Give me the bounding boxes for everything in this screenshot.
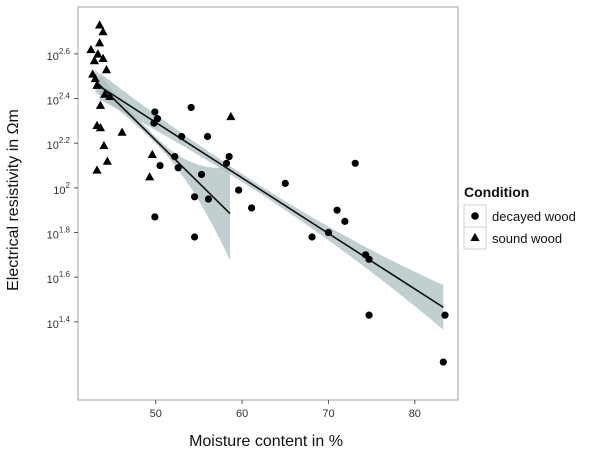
y-tick-label: 101.6 xyxy=(47,270,71,286)
y-tick-label: 101.4 xyxy=(47,315,71,331)
point-decayed-wood xyxy=(441,311,449,319)
x-tick-label: 70 xyxy=(322,408,334,420)
point-decayed-wood xyxy=(197,170,206,179)
point-sound-wood xyxy=(86,44,96,54)
confidence-bands xyxy=(95,69,444,330)
point-sound-wood xyxy=(102,156,112,165)
point-decayed-wood xyxy=(235,186,243,194)
regression-line-decayed-wood xyxy=(99,85,444,309)
point-decayed-wood xyxy=(308,233,316,241)
point-sound-wood xyxy=(90,73,100,83)
legend-label-decayed-wood: decayed wood xyxy=(492,209,576,224)
x-tick-label: 80 xyxy=(409,408,421,420)
point-sound-wood xyxy=(98,53,108,63)
legend: Condition decayed wood sound wood xyxy=(463,184,576,250)
point-sound-wood xyxy=(101,64,112,74)
x-axis-ticks: 50 60 70 80 xyxy=(150,400,421,420)
y-axis-title: Electrical resistivity in Ωm xyxy=(5,109,22,291)
point-decayed-wood xyxy=(365,255,373,263)
point-decayed-wood xyxy=(151,108,159,116)
x-tick-label: 50 xyxy=(150,408,162,420)
confidence-band-sound-wood xyxy=(95,69,230,261)
data-points xyxy=(86,20,449,366)
legend-marker-circle xyxy=(471,212,479,220)
point-decayed-wood xyxy=(439,358,447,366)
y-tick-label: 102.6 xyxy=(47,47,71,63)
point-decayed-wood xyxy=(324,228,333,237)
legend-label-sound-wood: sound wood xyxy=(492,231,562,246)
point-sound-wood xyxy=(93,49,103,58)
point-sound-wood xyxy=(95,122,106,132)
point-decayed-wood xyxy=(333,206,341,214)
y-tick-label: 101.8 xyxy=(47,226,71,242)
point-decayed-wood xyxy=(365,311,373,319)
point-decayed-wood xyxy=(225,153,233,161)
point-sound-wood xyxy=(89,55,100,65)
y-tick-label: 102 xyxy=(53,181,70,197)
point-sound-wood xyxy=(117,127,127,136)
confidence-band-decayed-wood xyxy=(99,72,444,330)
point-decayed-wood xyxy=(190,193,199,201)
point-decayed-wood xyxy=(351,159,359,167)
point-decayed-wood xyxy=(178,132,186,141)
y-tick-label: 102.4 xyxy=(47,92,71,108)
point-sound-wood xyxy=(99,140,109,150)
point-sound-wood xyxy=(95,100,106,109)
point-decayed-wood xyxy=(190,233,199,241)
point-decayed-wood xyxy=(281,179,289,188)
plot-frame xyxy=(77,6,459,401)
point-decayed-wood xyxy=(151,213,159,221)
point-decayed-wood xyxy=(341,217,349,225)
legend-marker-triangle xyxy=(470,232,480,241)
point-decayed-wood xyxy=(247,204,256,212)
point-decayed-wood xyxy=(203,132,212,141)
y-axis-ticks: 101.4 101.6 101.8 102 102.2 102.4 102.6 xyxy=(47,47,78,331)
x-tick-label: 60 xyxy=(236,408,248,420)
point-sound-wood xyxy=(92,165,102,174)
regression-line-sound-wood xyxy=(94,80,231,215)
x-axis-title: Moisture content in % xyxy=(189,433,343,450)
point-decayed-wood xyxy=(174,164,182,172)
legend-title: Condition xyxy=(464,184,529,200)
point-sound-wood xyxy=(98,26,108,36)
y-tick-label: 102.2 xyxy=(47,136,71,152)
point-decayed-wood xyxy=(187,103,195,112)
point-decayed-wood xyxy=(150,119,158,127)
point-sound-wood xyxy=(145,172,155,181)
point-sound-wood xyxy=(94,20,105,29)
point-sound-wood xyxy=(226,111,236,121)
point-sound-wood xyxy=(147,149,157,159)
point-sound-wood xyxy=(94,38,105,47)
point-decayed-wood xyxy=(156,161,164,170)
point-decayed-wood xyxy=(204,195,213,203)
point-decayed-wood xyxy=(222,159,231,167)
point-sound-wood xyxy=(100,89,110,98)
point-sound-wood xyxy=(88,69,98,78)
point-sound-wood xyxy=(105,91,115,100)
point-sound-wood xyxy=(92,80,102,89)
point-decayed-wood xyxy=(171,153,179,161)
